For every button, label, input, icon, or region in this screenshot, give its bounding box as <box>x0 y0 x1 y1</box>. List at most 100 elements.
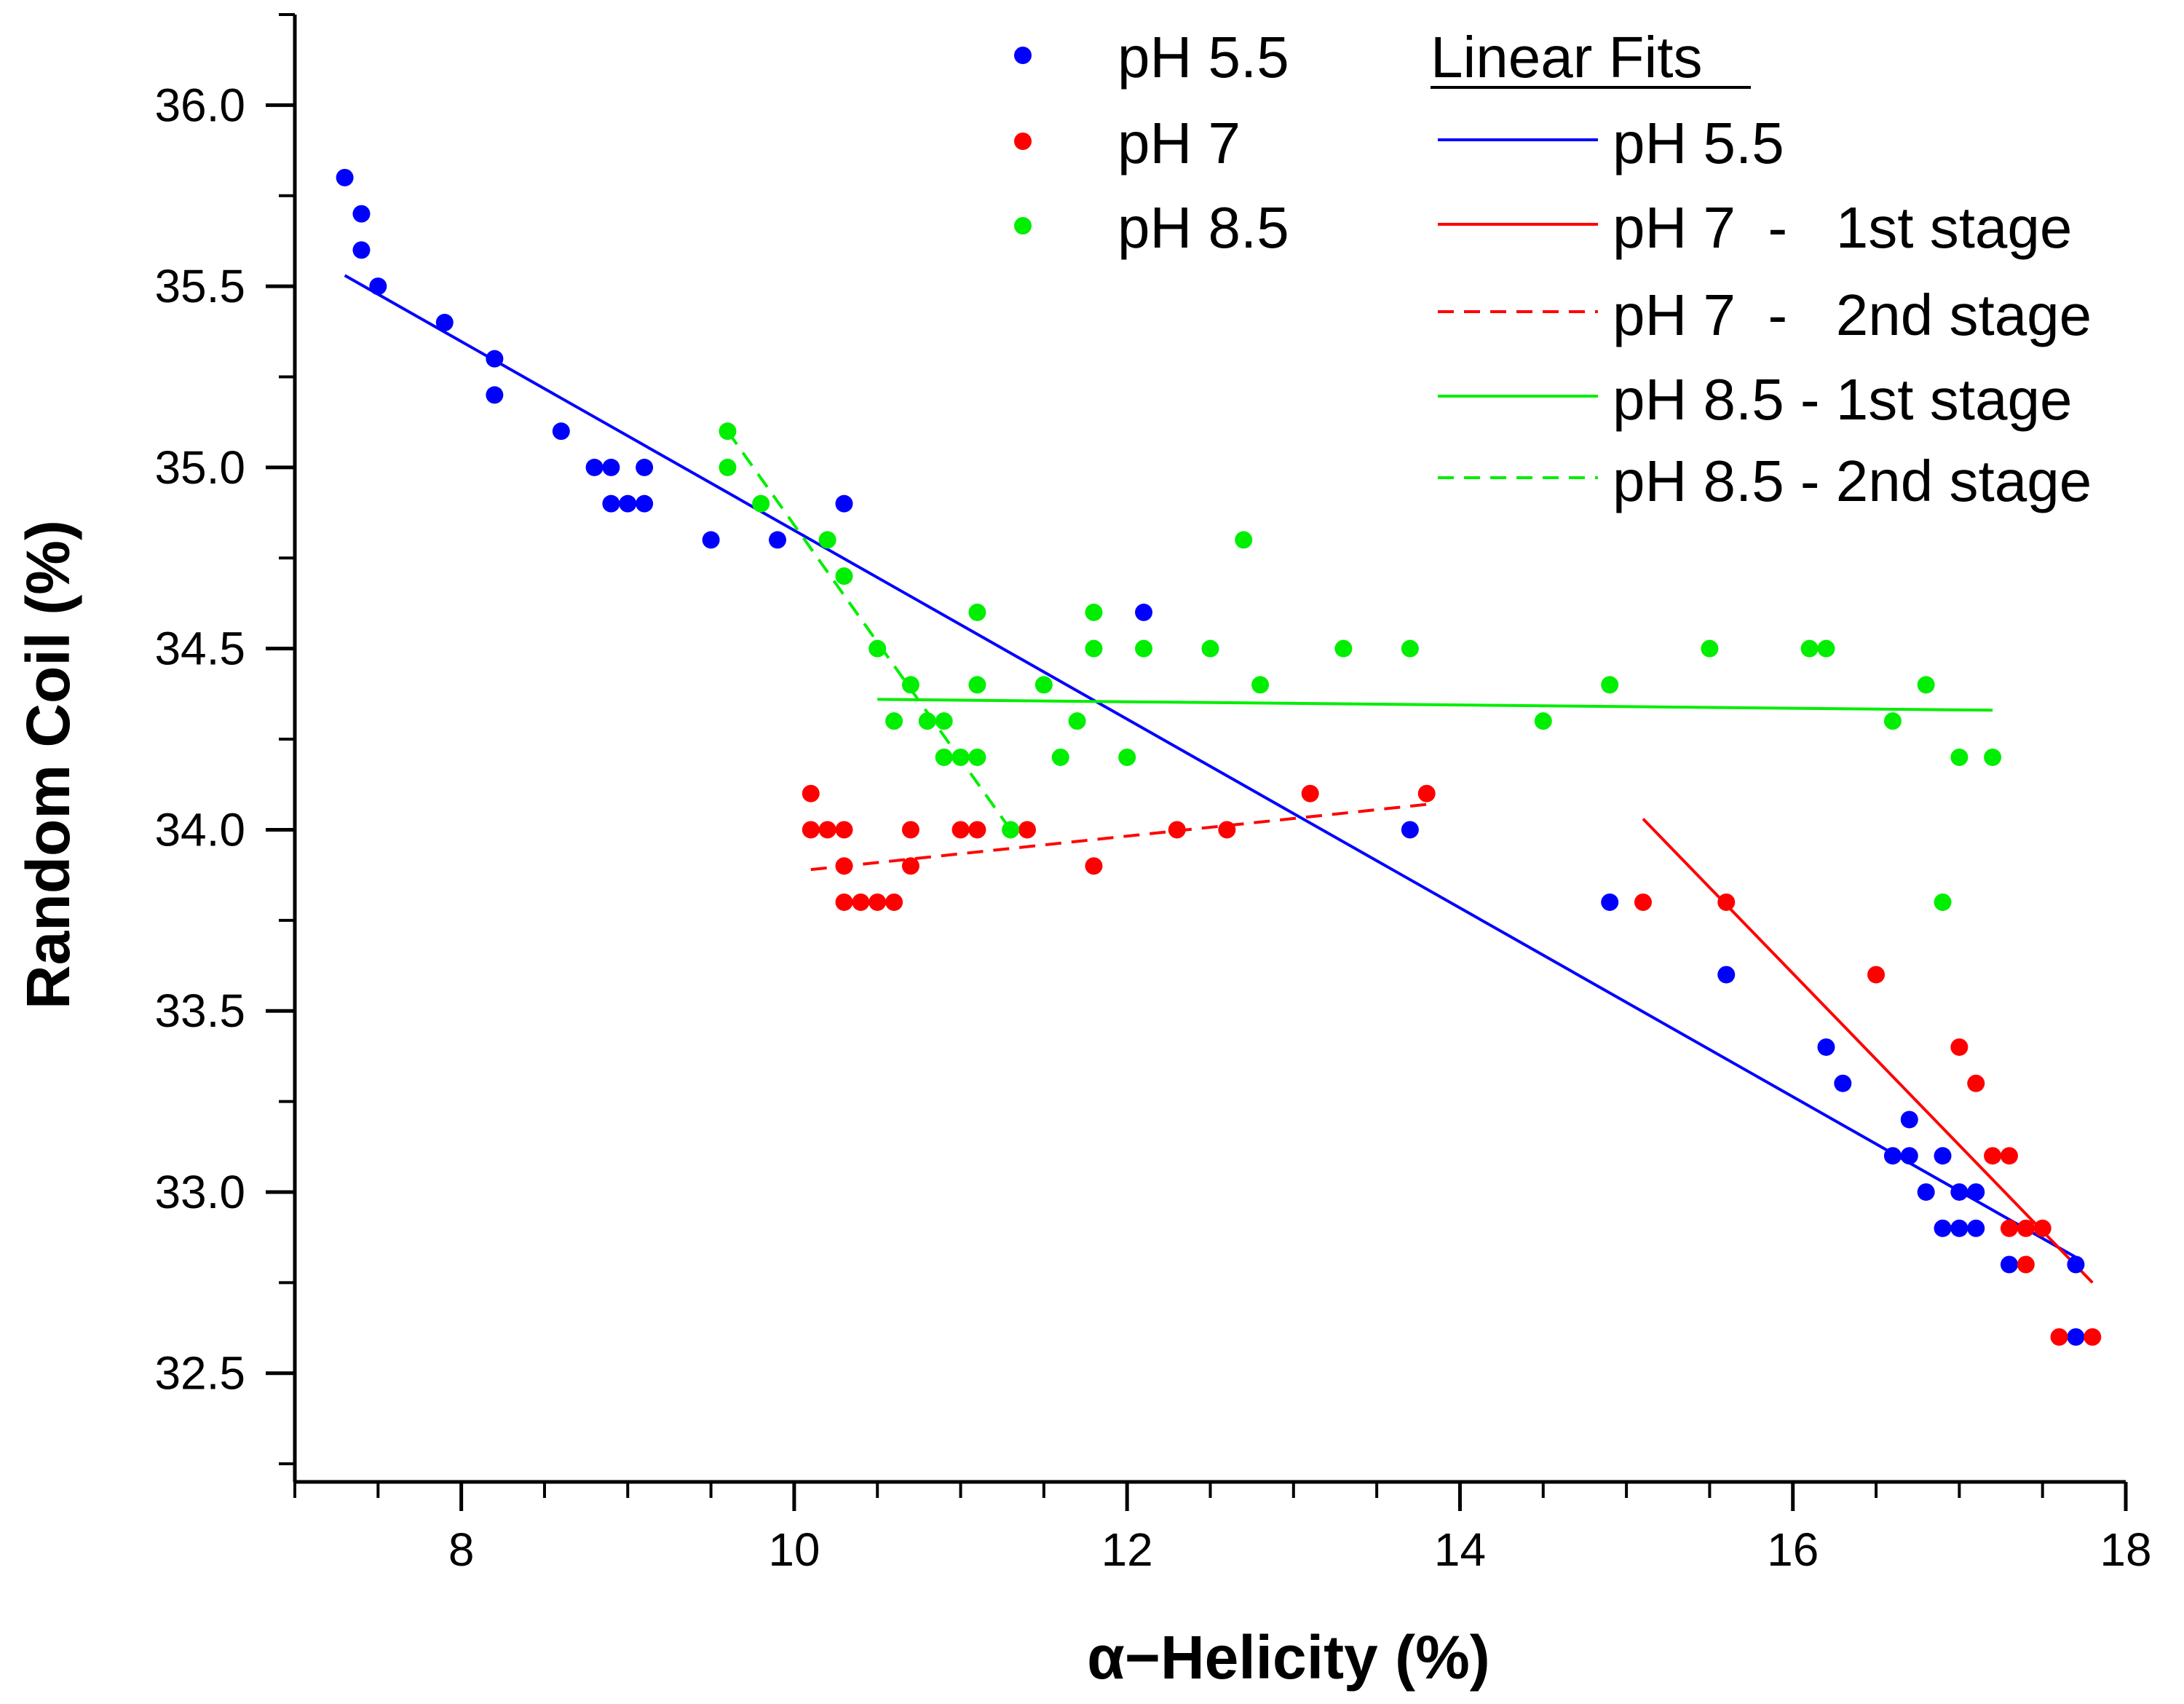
data-point <box>901 821 919 839</box>
data-point <box>369 277 387 296</box>
data-point <box>1817 639 1835 658</box>
x-tick-label: 8 <box>448 1523 475 1576</box>
data-point <box>802 784 820 802</box>
legend-fit-label: pH 7 - 2nd stage <box>1613 283 2092 347</box>
data-point <box>1334 639 1353 658</box>
data-point <box>2067 1255 2085 1274</box>
data-point <box>818 531 836 549</box>
data-point <box>1950 748 1969 766</box>
data-point <box>835 821 853 839</box>
data-point <box>1701 639 1719 658</box>
data-point <box>1085 639 1103 658</box>
data-point <box>1967 1219 1985 1237</box>
data-point <box>1967 1074 1985 1092</box>
data-point <box>2017 1255 2035 1274</box>
x-tick-label: 14 <box>1434 1523 1486 1576</box>
x-tick-label: 18 <box>2100 1523 2151 1576</box>
data-point <box>901 676 919 694</box>
data-point <box>2084 1328 2102 1346</box>
data-point <box>2000 1255 2018 1274</box>
legend-fit-label: pH 7 - 1st stage <box>1613 195 2072 260</box>
data-point <box>486 386 504 404</box>
data-point <box>835 893 853 911</box>
data-point <box>835 567 853 585</box>
y-tick-label: 35.5 <box>154 260 245 312</box>
data-point <box>2000 1219 2018 1237</box>
data-point <box>1883 712 1902 730</box>
y-tick-label: 36.0 <box>154 79 245 131</box>
data-point <box>818 821 836 839</box>
legend-marker-label: pH 7 <box>1117 111 1241 175</box>
fit-line <box>1642 818 2094 1284</box>
data-point <box>752 494 770 513</box>
legend-fits-title: Linear Fits <box>1431 25 1702 90</box>
data-point <box>619 494 637 513</box>
data-point <box>1984 1147 2002 1165</box>
y-tick-label: 34.5 <box>154 623 245 675</box>
data-point <box>951 821 970 839</box>
data-point <box>1934 893 1952 911</box>
data-point <box>802 821 820 839</box>
data-point <box>1085 857 1103 875</box>
data-point <box>336 168 354 186</box>
data-point <box>1135 639 1153 658</box>
data-point <box>1417 784 1436 802</box>
axes: 8 10 12 14 16 18 32.5 33.0 33.5 34.0 34.5 35.0 35.5 3… <box>154 13 2152 1576</box>
data-point <box>585 458 604 476</box>
data-point <box>1201 639 1219 658</box>
data-point <box>2050 1328 2068 1346</box>
data-point <box>769 531 787 549</box>
data-point <box>1717 966 1736 984</box>
legend-fit-label: pH 8.5 - 2nd stage <box>1613 449 2092 513</box>
legend-marker <box>1014 133 1032 150</box>
data-point <box>486 350 504 368</box>
data-point <box>1601 676 1619 694</box>
data-point <box>1218 821 1236 839</box>
data-point <box>968 821 986 839</box>
data-point <box>1817 1038 1835 1056</box>
data-point <box>352 241 371 259</box>
fit-lines <box>344 274 2094 1284</box>
x-tick-label: 10 <box>768 1523 820 1576</box>
data-point <box>1002 821 1020 839</box>
data-point <box>968 748 986 766</box>
legend-marker-label: pH 5.5 <box>1117 25 1289 90</box>
data-point <box>1135 603 1153 621</box>
data-point <box>1934 1219 1952 1237</box>
data-point <box>852 893 870 911</box>
legend-fit-label: pH 8.5 - 1st stage <box>1613 367 2072 432</box>
data-point <box>935 748 953 766</box>
data-point <box>1034 676 1053 694</box>
data-point <box>2017 1219 2035 1237</box>
data-point <box>935 712 953 730</box>
data-point <box>968 676 986 694</box>
data-point <box>636 494 654 513</box>
data-point <box>1235 531 1253 549</box>
legend: pH 5.5 pH 7 pH 8.5 Linear Fits pH 5.5 pH 7 - … <box>1014 25 2092 513</box>
data-point <box>1834 1074 1852 1092</box>
data-point <box>1401 821 1419 839</box>
data-point <box>1984 748 2002 766</box>
fit-line <box>877 698 1993 712</box>
data-point <box>2067 1328 2085 1346</box>
data-point <box>1917 676 1935 694</box>
legend-marker <box>1014 47 1032 64</box>
data-point <box>352 205 371 223</box>
data-point <box>1018 821 1036 839</box>
data-point <box>702 531 720 549</box>
data-point <box>1534 712 1552 730</box>
data-point <box>918 712 936 730</box>
data-point <box>1118 748 1136 766</box>
data-point <box>1800 639 1819 658</box>
y-tick-label: 33.5 <box>154 985 245 1037</box>
legend-marker <box>1014 217 1032 234</box>
y-tick-label: 32.5 <box>154 1347 245 1400</box>
data-point <box>2000 1147 2018 1165</box>
x-tick-label: 16 <box>1767 1523 1819 1576</box>
data-point <box>602 494 620 513</box>
data-point <box>552 422 570 441</box>
data-point <box>1301 784 1319 802</box>
data-point <box>1883 1147 1902 1165</box>
y-axis-title: Random Coil (%) <box>14 520 82 1009</box>
